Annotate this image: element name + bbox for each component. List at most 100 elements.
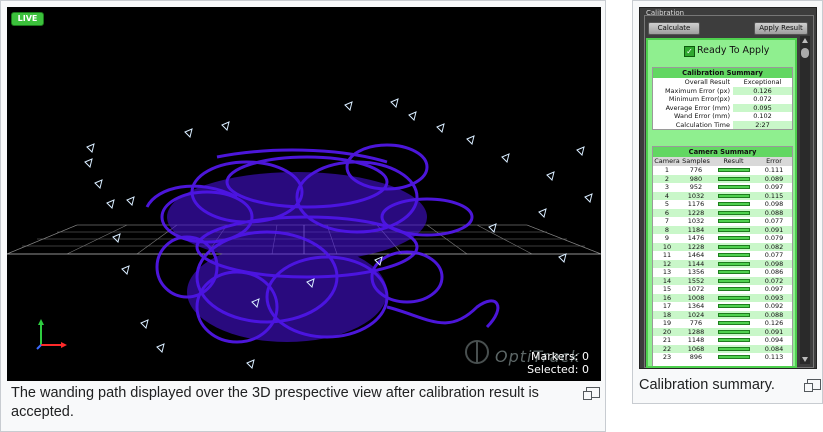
camera-samples: 980 [689, 174, 703, 183]
scroll-down-icon[interactable] [802, 357, 808, 362]
result-bar [717, 355, 750, 359]
result-bar [717, 176, 750, 181]
camera-samples: 1072 [687, 285, 705, 293]
table-row: 15 1072 0.097 [653, 285, 792, 294]
camera-samples: 776 [689, 166, 703, 174]
camera-error: 0.084 [764, 344, 784, 353]
camera-result [711, 217, 756, 226]
camera-id: 13 [662, 268, 672, 276]
camera-summary-title: Camera Summary [653, 147, 792, 157]
camera-samples: 1184 [687, 225, 705, 234]
result-bar [717, 287, 750, 291]
camera-samples: 1024 [687, 310, 705, 319]
summary-row: Calculation Time 2:27 [653, 120, 792, 129]
summary-value: Exceptional [733, 78, 792, 87]
camera-id: 10 [662, 242, 672, 251]
summary-label: Wand Error (mm) [674, 112, 730, 120]
scroll-up-icon[interactable] [802, 38, 808, 43]
camera-id: 15 [662, 285, 672, 293]
camera-samples: 1364 [687, 302, 705, 310]
panel-title: Calibration [646, 9, 685, 17]
camera-samples: 1068 [687, 344, 705, 353]
table-row: 6 1228 0.088 [653, 208, 792, 218]
table-row: 1 776 0.111 [653, 166, 792, 175]
col-camera: Camera [654, 157, 680, 165]
camera-result [711, 353, 756, 362]
live-badge: LIVE [11, 12, 44, 26]
camera-id: 8 [664, 225, 670, 234]
calibration-summary-table: Calibration Summary Overall Result Except… [652, 67, 793, 130]
camera-error: 0.094 [764, 336, 784, 344]
camera-id: 3 [664, 183, 670, 191]
camera-samples: 896 [689, 353, 703, 361]
result-bar [717, 244, 750, 249]
camera-samples: 1552 [687, 276, 705, 285]
figure-calibration-summary: Calibration Calculate Apply Result ✓ Read… [632, 0, 823, 404]
camera-result [711, 302, 756, 311]
apply-result-button[interactable]: Apply Result [754, 22, 808, 35]
camera-result [711, 336, 756, 345]
camera-result [711, 183, 756, 192]
table-row: 13 1356 0.086 [653, 268, 792, 277]
camera-samples: 1228 [687, 208, 705, 217]
summary-label: Average Error (mm) [665, 103, 730, 112]
camera-error: 0.111 [764, 166, 784, 174]
3d-viewport[interactable]: LIVE OptiTrack Markers: 0 Selected: 0 [7, 7, 601, 381]
camera-error: 0.091 [764, 225, 784, 234]
table-row: 17 1364 0.092 [653, 302, 792, 311]
camera-id: 18 [662, 310, 672, 319]
table-row: 18 1024 0.088 [653, 310, 792, 320]
camera-samples: 1032 [687, 217, 705, 225]
result-bar [717, 278, 750, 283]
camera-error: 0.077 [764, 217, 784, 225]
summary-value: 0.102 [733, 112, 792, 121]
camera-result [711, 234, 756, 243]
panel-scrollbar[interactable] [800, 36, 810, 364]
camera-id: 12 [662, 259, 672, 268]
col-error: Error [766, 157, 782, 165]
camera-error: 0.088 [764, 208, 784, 217]
scroll-thumb[interactable] [801, 48, 809, 58]
camera-result [711, 175, 756, 184]
camera-result [711, 311, 756, 320]
camera-error: 0.089 [764, 174, 784, 183]
markers-count: Markers: 0 [531, 350, 589, 363]
result-bar [717, 321, 750, 325]
camera-error: 0.092 [764, 302, 784, 310]
result-bar [717, 210, 750, 215]
table-row: 11 1464 0.077 [653, 251, 792, 260]
camera-id: 16 [662, 293, 672, 302]
table-row: 5 1176 0.098 [653, 200, 792, 209]
summary-label: Minimum Error(px) [668, 95, 730, 103]
table-row: 22 1068 0.084 [653, 344, 792, 353]
table-row: 10 1228 0.082 [653, 242, 792, 251]
camera-result [711, 319, 756, 328]
ready-status: ✓ Ready To Apply [684, 45, 769, 57]
camera-error: 0.088 [764, 310, 784, 319]
calibration-summary-title: Calibration Summary [653, 68, 792, 78]
camera-id: 5 [664, 200, 670, 208]
camera-id: 4 [664, 191, 670, 200]
calculate-button[interactable]: Calculate [648, 22, 700, 35]
table-row: 8 1184 0.091 [653, 225, 792, 234]
camera-samples: 1476 [687, 234, 705, 242]
camera-error: 0.093 [764, 293, 784, 302]
camera-samples: 1144 [687, 259, 705, 268]
camera-result [711, 285, 756, 294]
camera-result [711, 209, 756, 218]
summary-row: Average Error (mm) 0.095 [653, 103, 792, 112]
calibration-panel: Calibration Calculate Apply Result ✓ Read… [639, 7, 817, 369]
camera-result [711, 166, 756, 175]
table-row: 12 1144 0.098 [653, 259, 792, 268]
camera-id: 9 [664, 234, 670, 242]
enlarge-icon[interactable] [583, 387, 600, 400]
camera-result [711, 328, 756, 337]
summary-label: Calculation Time [675, 120, 730, 129]
col-samples: Samples [682, 157, 710, 165]
camera-error: 0.097 [764, 285, 784, 293]
enlarge-icon[interactable] [804, 379, 821, 392]
summary-row: Maximum Error (px) 0.126 [653, 86, 792, 95]
camera-id: 19 [662, 319, 672, 327]
camera-table-header: Camera Samples Result Error [653, 157, 792, 166]
result-bar [717, 253, 750, 257]
